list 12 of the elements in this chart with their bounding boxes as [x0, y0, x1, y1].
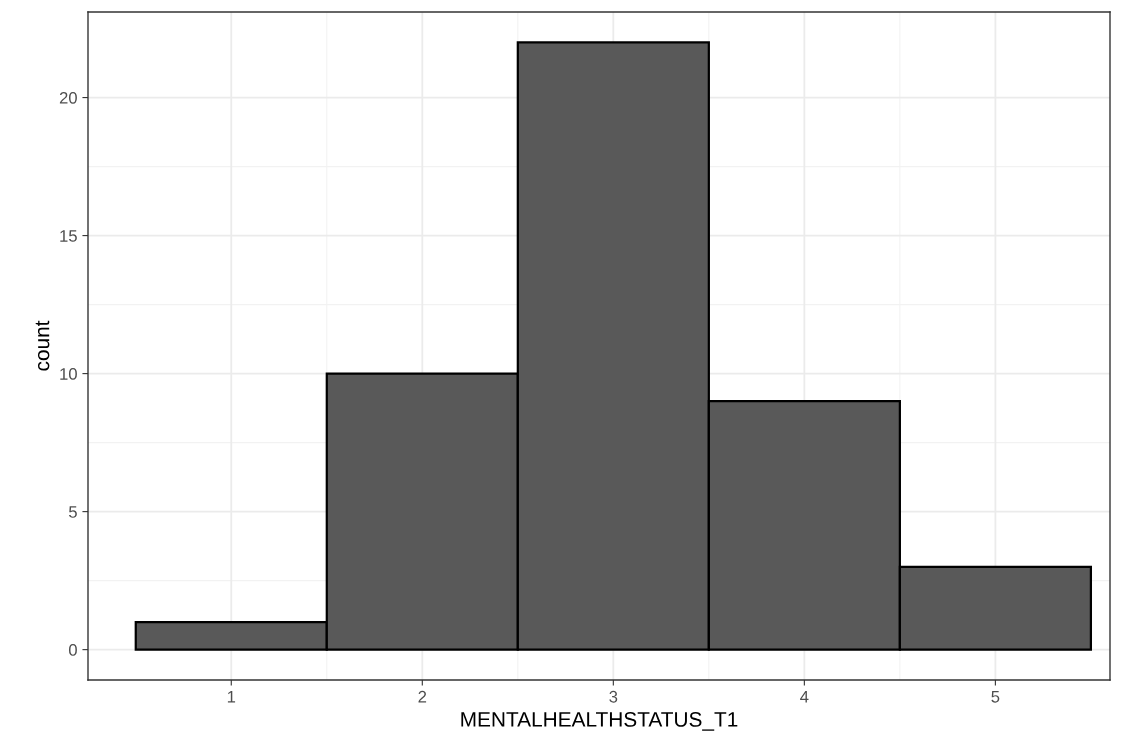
x-tick-label: 3	[609, 690, 618, 703]
y-tick-label: 0	[68, 644, 77, 656]
x-tick-label: 5	[991, 691, 1000, 703]
x-tick-label: 1	[227, 691, 236, 703]
y-tick-label: 15	[60, 230, 77, 242]
y-axis-title: count	[35, 320, 50, 371]
x-tick-label: 2	[418, 690, 427, 703]
x-axis-title: MENTALHEALTHSTATUS_T1	[461, 712, 738, 731]
y-tick-label: 10	[60, 368, 77, 380]
y-tick-label: 5	[68, 506, 77, 518]
y-tick-label: 20	[59, 91, 77, 104]
x-tick-label: 4	[800, 691, 809, 703]
